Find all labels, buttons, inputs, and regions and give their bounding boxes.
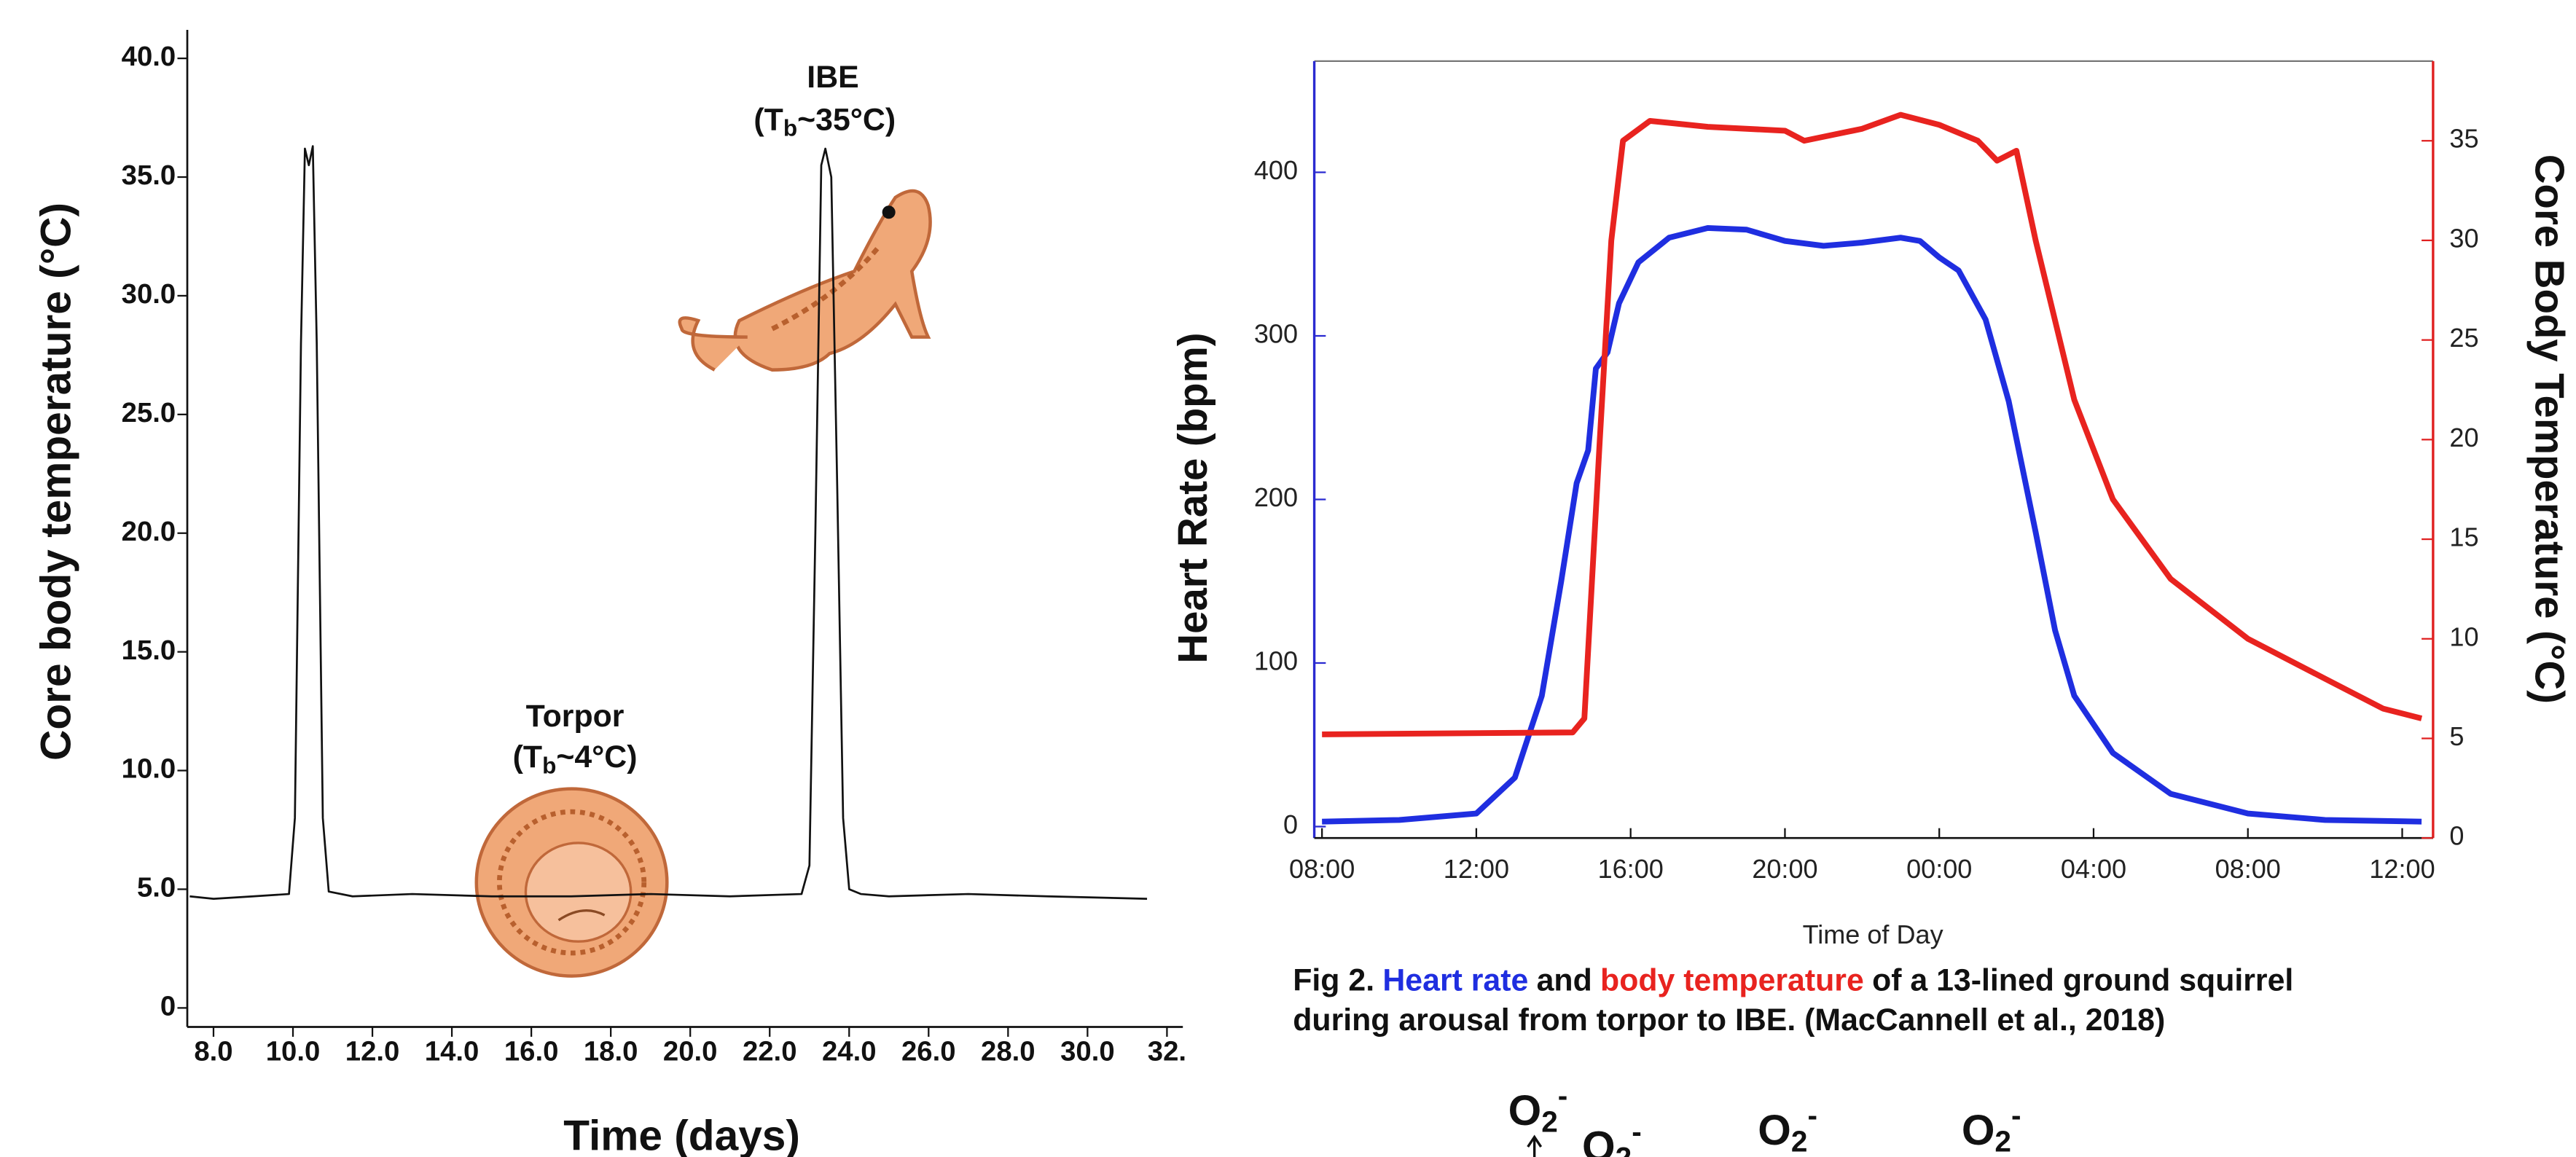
caption-part: Fig 2.	[1293, 963, 1374, 998]
x-tick-label: 18.0	[584, 1036, 638, 1067]
y-tick-label: 30.0	[122, 278, 176, 310]
molecule-part: -	[1632, 1115, 1642, 1148]
x-tick-label: 08:00	[1289, 854, 1355, 884]
annotation: (Tb~4°C)	[513, 740, 638, 778]
x-axis-title: Time of Day	[1803, 919, 1943, 949]
molecule-label: O2-	[1758, 1098, 1817, 1157]
annotation-part: (T	[513, 740, 542, 774]
x-tick-label: 28.0	[981, 1036, 1036, 1067]
x-axis-title: Time (days)	[563, 1112, 800, 1157]
line-series	[189, 145, 1148, 900]
y-tick-label: 10.0	[122, 753, 176, 785]
left-axes	[186, 30, 1183, 1028]
molecule-label: O2-	[1962, 1098, 2021, 1157]
molecule-part: O	[1582, 1123, 1616, 1157]
y2-tick-label: 5	[2449, 721, 2464, 751]
annotation: IBE	[807, 60, 858, 95]
x-tick-label: 22.0	[743, 1036, 797, 1067]
y2-tick-label: 20	[2449, 423, 2478, 452]
molecule-part: O	[1508, 1087, 1542, 1134]
molecule-label: O2-	[1582, 1115, 1642, 1157]
x-tick-label: 26.0	[901, 1036, 956, 1067]
y-tick-label: 0	[160, 991, 176, 1022]
annotation: (Tb~35°C)	[753, 103, 896, 141]
x-tick-label: 24.0	[822, 1036, 877, 1067]
y-axis-title: Core body temperature (°C)	[33, 203, 80, 761]
y2-tick-label: 30	[2449, 223, 2478, 253]
annotation-part: b	[542, 753, 556, 779]
molecule-part: 2	[1541, 1105, 1558, 1138]
y-tick-label: 5.0	[137, 872, 176, 903]
x-tick-label: 14.0	[425, 1036, 479, 1067]
x-tick-label: 20:00	[1752, 854, 1817, 884]
x-tick-label: 10.0	[266, 1036, 321, 1067]
y-tick-label: 200	[1254, 482, 1298, 512]
y-tick-label: 40.0	[122, 41, 176, 72]
caption-line: during arousal from torpor to IBE. (MacC…	[1293, 1003, 2165, 1038]
x-tick-label: 12:00	[2369, 854, 2435, 884]
y-tick-label: 400	[1254, 155, 1298, 185]
y2-tick-label: 10	[2449, 621, 2478, 651]
line-series	[1322, 224, 2422, 825]
y-tick-label: 20.0	[122, 516, 176, 547]
annotation-part: ~35°C)	[797, 103, 896, 138]
y2-tick-label: 0	[2449, 821, 2464, 851]
x-tick-label: 8.0	[194, 1036, 232, 1067]
molecule-part: -	[2011, 1098, 2021, 1131]
x-tick-label: 12.0	[345, 1036, 400, 1067]
x-tick-label: 30.0	[1060, 1036, 1115, 1067]
x-tick-label: 08:00	[2215, 854, 2281, 884]
y2-axis-title: Core Body Temperature (°C)	[2527, 154, 2573, 704]
y-tick-label: 25.0	[122, 397, 176, 428]
caption-part: and	[1537, 963, 1592, 998]
annotation: Torpor	[526, 699, 625, 734]
molecule-label: O2-	[1508, 1078, 1568, 1138]
molecule-part: -	[1807, 1098, 1817, 1131]
line-series	[1322, 111, 2423, 737]
caption-part: body temperature	[1600, 963, 1864, 998]
right-frame	[1312, 60, 2435, 839]
arrow	[1527, 1134, 1543, 1157]
y2-tick-label: 25	[2449, 323, 2478, 353]
molecule-part: 2	[1994, 1124, 2011, 1157]
molecule-part: 2	[1791, 1124, 1808, 1157]
caption-part: Heart rate	[1382, 963, 1528, 998]
x-tick-label: 20.0	[663, 1036, 718, 1067]
curled-squirrel	[474, 787, 669, 978]
annotation-part: (T	[753, 103, 783, 138]
x-tick-label: 04:00	[2061, 854, 2126, 884]
annotation-part: b	[783, 115, 797, 141]
y2-tick-label: 35	[2449, 124, 2478, 154]
x-tick-label: 32.	[1148, 1036, 1186, 1067]
standing-squirrel	[678, 189, 932, 372]
y-tick-label: 300	[1254, 319, 1298, 349]
caption: Fig 2. Heart rate and body temperature of a …	[1293, 963, 2293, 998]
annotation-part: ~4°C)	[556, 740, 637, 774]
x-tick-label: 00:00	[1906, 854, 1972, 884]
y-tick-label: 0	[1283, 809, 1298, 839]
molecule-part: -	[1558, 1078, 1568, 1112]
x-tick-label: 12:00	[1444, 854, 1509, 884]
y-tick-label: 100	[1254, 646, 1298, 676]
y-tick-label: 35.0	[122, 160, 176, 191]
x-tick-label: 16:00	[1598, 854, 1664, 884]
y-axis-title: Heart Rate (bpm)	[1170, 332, 1215, 663]
x-tick-label: 16.0	[504, 1036, 559, 1067]
molecule-part: 2	[1616, 1141, 1632, 1157]
y2-tick-label: 15	[2449, 522, 2478, 552]
molecule-part: O	[1758, 1107, 1791, 1154]
y-tick-label: 15.0	[122, 635, 176, 666]
molecule-part: O	[1962, 1107, 1995, 1154]
caption-part: of a 13-lined ground squirrel	[1872, 963, 2293, 998]
